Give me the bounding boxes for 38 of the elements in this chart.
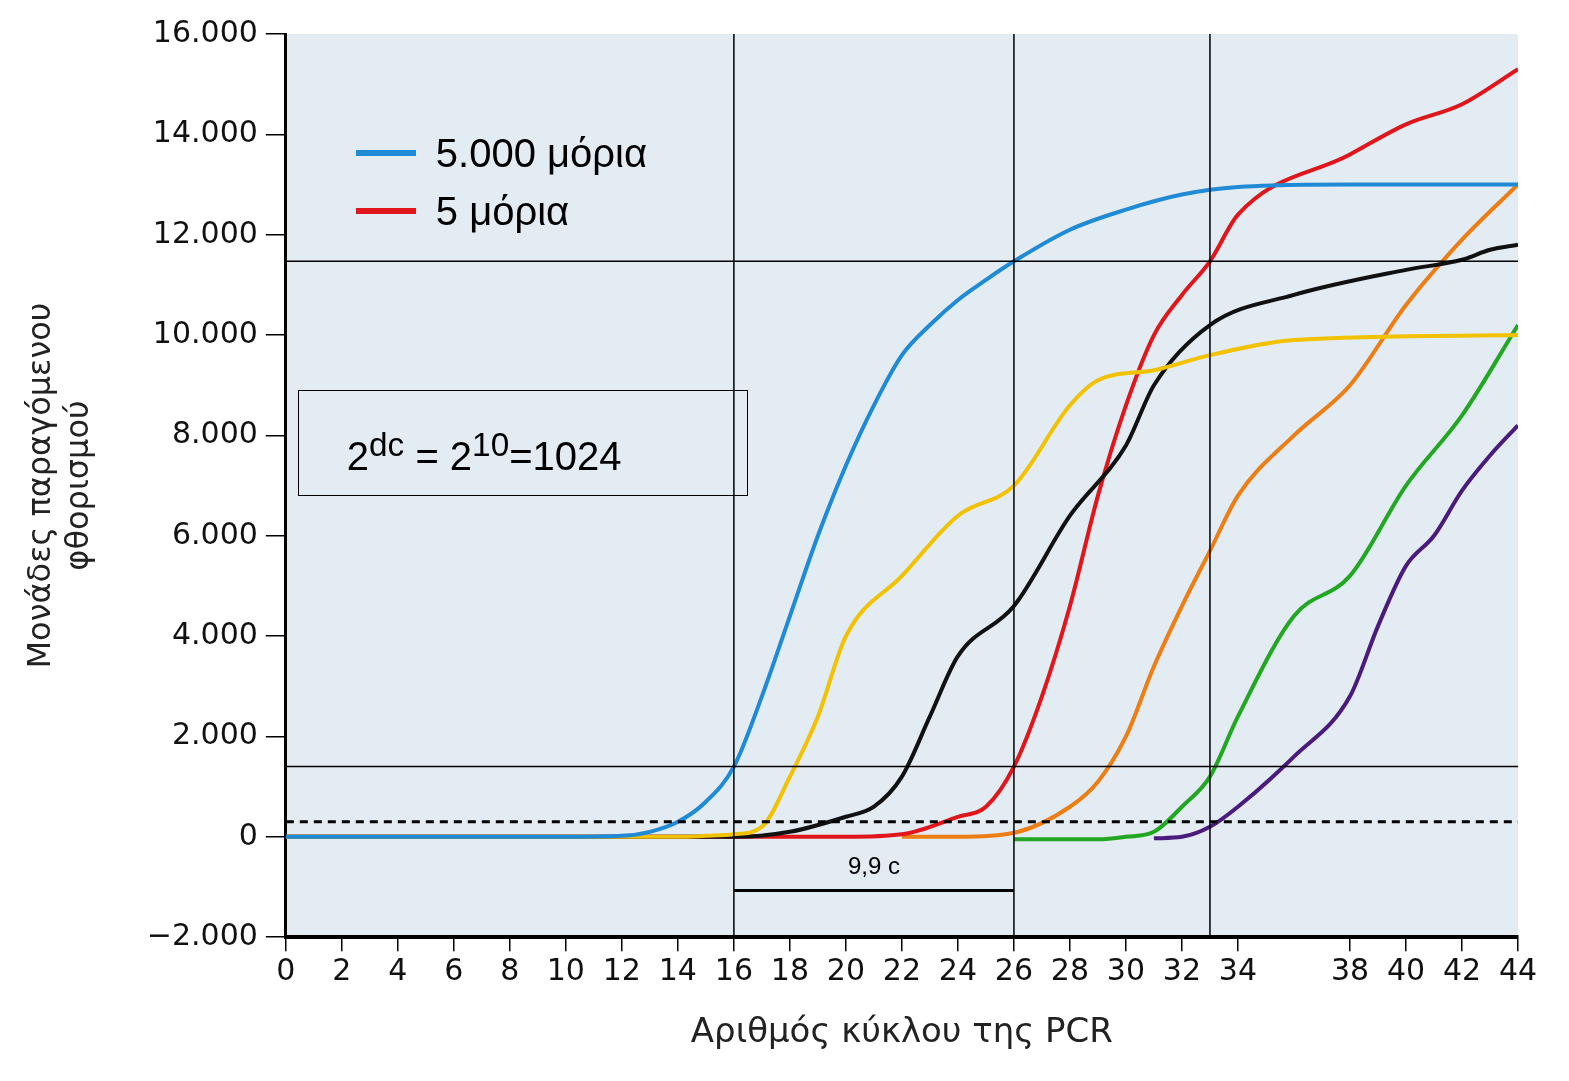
- x-tick-label: 14: [658, 952, 697, 987]
- x-tick-label: 0: [276, 952, 296, 987]
- x-tick-label: 16: [714, 952, 753, 987]
- x-tick-label: 34: [1218, 952, 1258, 987]
- annotation: 2$^{dc}$ = 2$^{10}$=1024: [297, 390, 748, 497]
- y-tick-label: 2.000: [171, 716, 258, 752]
- x-tick-label: 38: [1330, 952, 1370, 987]
- y-tick-label: 6.000: [171, 515, 258, 551]
- x-axis-title: Αριθμός κύκλου της PCR: [690, 1010, 1113, 1051]
- x-tick-label: 2: [332, 952, 352, 987]
- x-tick-label: 24: [938, 952, 978, 987]
- x-tick-label: 28: [1050, 952, 1090, 987]
- x-tick-label: 40: [1386, 952, 1426, 987]
- legend-label: 5 μόρια: [435, 188, 570, 235]
- y-tick-label: 16.000: [152, 13, 258, 49]
- x-tick-label: 12: [602, 952, 641, 987]
- x-tick-label: 6: [444, 952, 464, 987]
- x-tick-label: 20: [826, 952, 865, 987]
- y-tick-label: 14.000: [152, 114, 258, 150]
- y-tick-label: −2.000: [146, 917, 258, 952]
- x-tick-label: 32: [1162, 952, 1202, 987]
- y-tick-label: 12.000: [152, 214, 258, 250]
- y-axis-title: Μονάδες παραγόμενου φθορισμού: [19, 302, 96, 669]
- y-tick-label: 4.000: [171, 615, 258, 651]
- annotation: 9,9 c: [846, 851, 901, 880]
- x-tick-label: 44: [1498, 952, 1538, 987]
- x-tick-label: 26: [994, 952, 1034, 987]
- y-tick-label: 8.000: [171, 415, 258, 451]
- legend-label: 5.000 μόρια: [435, 130, 648, 177]
- x-tick-label: 18: [770, 952, 809, 987]
- x-tick-label: 22: [882, 952, 921, 987]
- x-tick-label: 30: [1106, 952, 1146, 987]
- x-tick-label: 8: [500, 952, 520, 987]
- x-tick-label: 42: [1442, 952, 1482, 987]
- y-tick-label: 10.000: [152, 314, 258, 350]
- y-tick-label: 0: [238, 816, 258, 852]
- x-tick-label: 10: [546, 952, 585, 987]
- x-tick-label: 4: [388, 952, 408, 987]
